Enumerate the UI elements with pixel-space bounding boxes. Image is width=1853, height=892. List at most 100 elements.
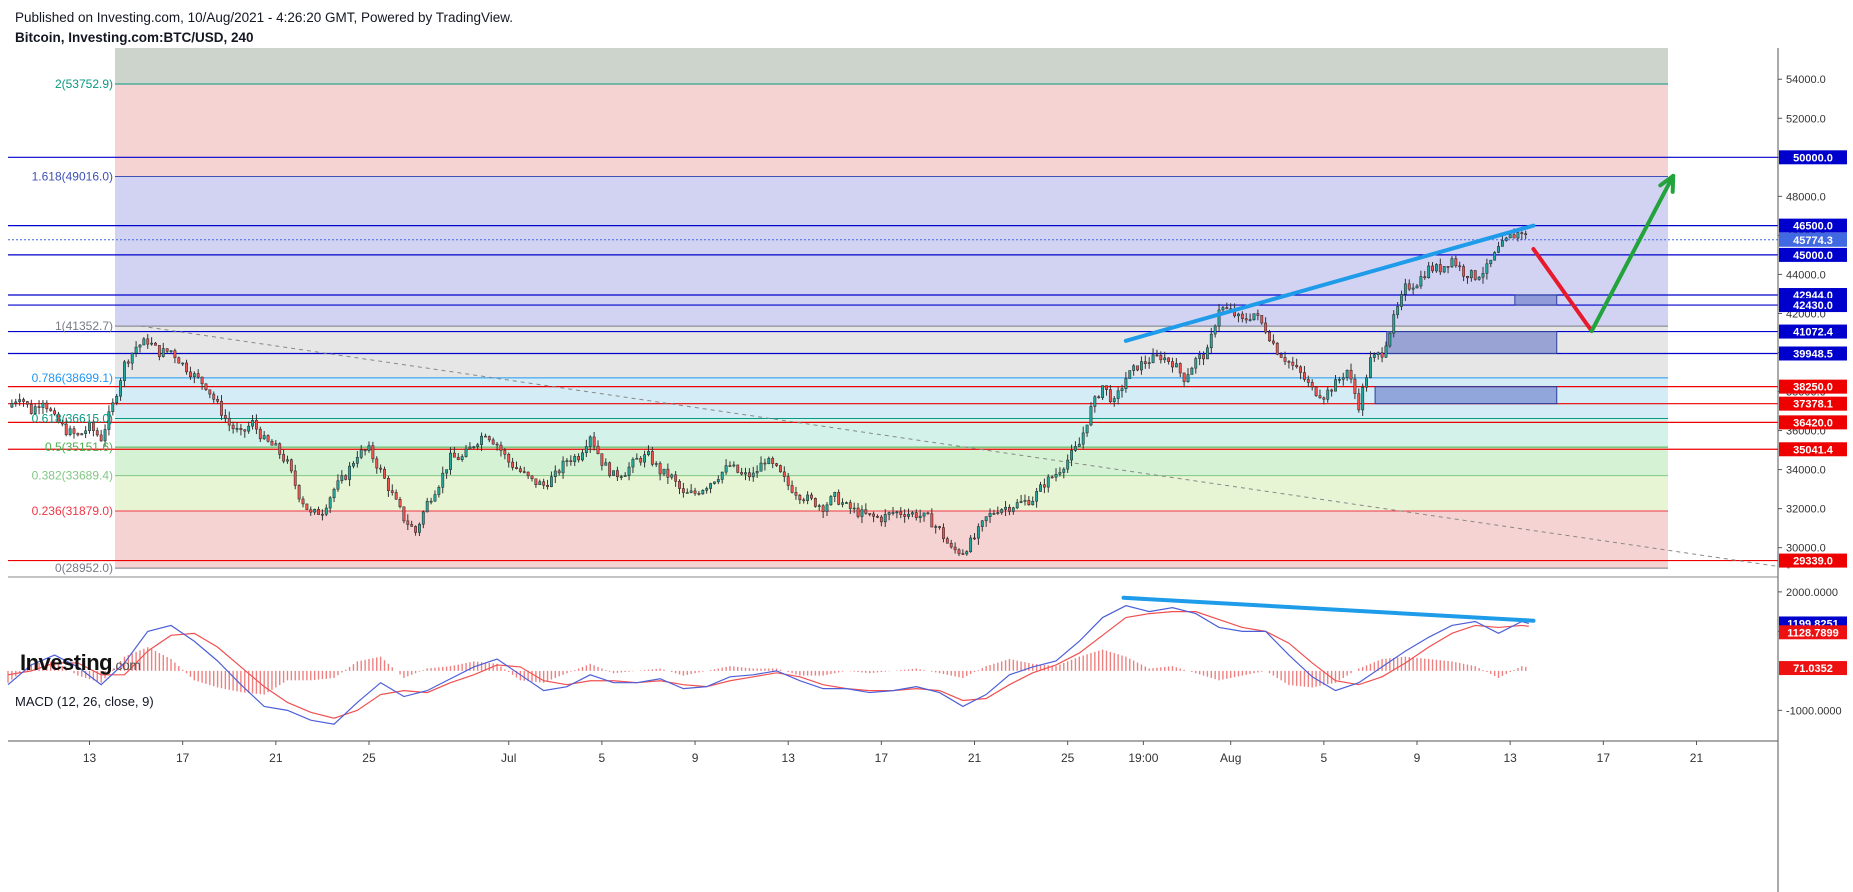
candle-body bbox=[934, 526, 938, 528]
candle-body bbox=[596, 445, 600, 454]
candle-body bbox=[511, 461, 515, 468]
candle-body bbox=[468, 446, 472, 450]
candle-body bbox=[821, 505, 825, 512]
fib-label: 1.618(49016.0) bbox=[32, 170, 113, 184]
candle-body bbox=[876, 516, 879, 518]
macd-tick-label: -1000.0000 bbox=[1786, 705, 1842, 717]
candle-body bbox=[1151, 354, 1155, 363]
candle-body bbox=[887, 512, 891, 515]
time-tick-label: 21 bbox=[1690, 751, 1704, 765]
candle-body bbox=[1027, 499, 1031, 506]
diagonal-trendline[interactable] bbox=[140, 325, 1790, 569]
candle-body bbox=[953, 546, 957, 551]
candle-body bbox=[336, 480, 340, 490]
candle-body bbox=[247, 425, 251, 432]
candle-body bbox=[313, 509, 317, 513]
candle-body bbox=[1000, 509, 1004, 513]
candle-body bbox=[1050, 476, 1054, 479]
candle-body bbox=[992, 513, 996, 515]
fib-labels: 0(28952.0) 0.236(31879.0) 0.382(33689.4) 0.… bbox=[32, 77, 113, 575]
candle-body bbox=[518, 468, 522, 472]
candle-body bbox=[1198, 354, 1202, 359]
candle-body bbox=[1372, 354, 1376, 358]
candle-body bbox=[1085, 424, 1089, 434]
candle-body bbox=[200, 376, 204, 385]
candle-body bbox=[573, 456, 577, 463]
candle-body bbox=[996, 512, 1000, 514]
candle-body bbox=[969, 537, 973, 552]
candle-body bbox=[1186, 374, 1190, 382]
level-badge bbox=[1779, 324, 1847, 339]
axes: 30000.032000.034000.036000.038000.040000… bbox=[8, 48, 1847, 892]
candle-body bbox=[755, 471, 759, 474]
candle-body bbox=[740, 472, 744, 475]
candle-body bbox=[810, 494, 813, 499]
macd-value-label: 1128.7899 bbox=[1787, 627, 1838, 639]
candle-body bbox=[829, 496, 833, 506]
candle-body bbox=[91, 421, 95, 431]
candle-body bbox=[29, 404, 33, 414]
candle-body bbox=[600, 453, 604, 466]
level-badge-label: 35041.4 bbox=[1793, 444, 1834, 456]
candle-body bbox=[18, 399, 22, 403]
candle-body bbox=[1427, 265, 1431, 279]
candle-body bbox=[289, 459, 293, 472]
candle-body bbox=[76, 433, 80, 436]
candle-body bbox=[530, 475, 534, 480]
candle-body bbox=[584, 446, 588, 454]
candle-body bbox=[961, 553, 965, 555]
time-tick-label: Aug bbox=[1220, 751, 1241, 765]
candle-body bbox=[588, 436, 592, 447]
candle-body bbox=[1469, 270, 1473, 279]
candle-body bbox=[736, 464, 740, 473]
fib-zone bbox=[115, 447, 1668, 476]
candle-body bbox=[1446, 266, 1450, 268]
candle-body bbox=[476, 444, 480, 447]
candle-body bbox=[495, 443, 499, 446]
candle-body bbox=[60, 422, 64, 425]
candle-body bbox=[678, 481, 681, 489]
time-tick-label: 13 bbox=[1503, 751, 1517, 765]
arrow-head bbox=[1658, 173, 1676, 194]
candle-body bbox=[103, 429, 107, 442]
support-zones[interactable] bbox=[1374, 294, 1558, 405]
candle-body bbox=[1237, 313, 1240, 317]
candle-body bbox=[1066, 459, 1070, 470]
candle-body bbox=[107, 411, 111, 430]
candle-body bbox=[1147, 362, 1151, 364]
fib-diagonal-line bbox=[140, 325, 1790, 569]
time-tick-label: 9 bbox=[1414, 751, 1421, 765]
candle-body bbox=[262, 435, 266, 440]
candle-body bbox=[95, 430, 99, 436]
candle-body bbox=[561, 460, 565, 474]
candle-body bbox=[1326, 389, 1330, 400]
fib-label: 0.786(38699.1) bbox=[32, 371, 113, 385]
level-badge-label: 37378.1 bbox=[1793, 399, 1833, 411]
candle-body bbox=[526, 471, 530, 477]
candle-body bbox=[1481, 273, 1485, 278]
candle-body bbox=[177, 357, 181, 364]
candle-body bbox=[57, 413, 60, 423]
fib-levels bbox=[115, 83, 1668, 569]
candle-body bbox=[371, 445, 375, 460]
level-badge bbox=[1779, 415, 1847, 430]
candle-body bbox=[658, 463, 662, 475]
projection-down-arrow bbox=[1531, 247, 1594, 334]
candle-body bbox=[771, 458, 775, 464]
candle-body bbox=[662, 468, 666, 475]
candle-body bbox=[957, 549, 961, 554]
fib-label: 1(41352.7) bbox=[55, 319, 113, 333]
drawing-annotations[interactable] bbox=[1123, 173, 1676, 343]
candle-body bbox=[480, 435, 483, 445]
fib-zone bbox=[115, 84, 1668, 177]
candle-body bbox=[1136, 365, 1139, 371]
candle-body bbox=[429, 500, 433, 503]
candle-body bbox=[231, 424, 235, 430]
candle-body bbox=[1101, 385, 1105, 398]
candle-body bbox=[390, 490, 394, 493]
candle-body bbox=[53, 410, 56, 415]
fib-label: 2(53752.9) bbox=[55, 77, 113, 91]
level-badge-label: 50000.0 bbox=[1793, 152, 1833, 164]
time-tick-label: 5 bbox=[599, 751, 606, 765]
